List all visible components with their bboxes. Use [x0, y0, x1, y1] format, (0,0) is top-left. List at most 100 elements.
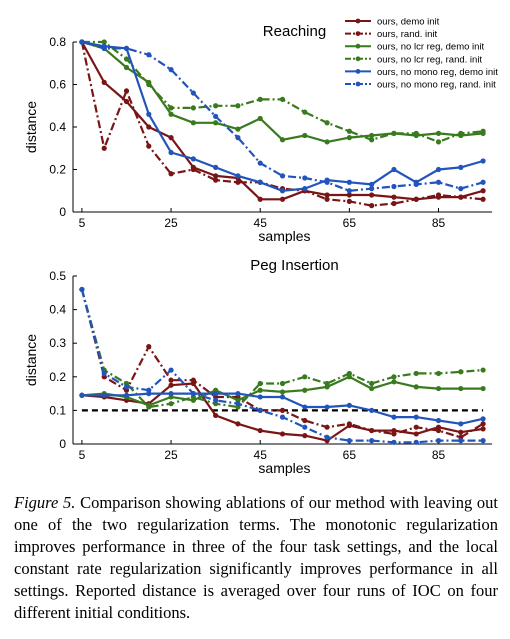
data-point — [346, 421, 352, 427]
data-point — [302, 417, 308, 424]
data-point — [435, 192, 442, 198]
data-point — [257, 196, 263, 202]
data-point — [435, 166, 442, 173]
data-point — [480, 196, 486, 202]
series-2 — [79, 286, 486, 440]
data-point — [279, 380, 286, 387]
data-point — [391, 439, 397, 445]
data-point — [213, 103, 219, 109]
data-point — [257, 179, 263, 185]
x-tick-label: 5 — [79, 216, 86, 230]
caption-label: Figure 5. — [14, 493, 76, 512]
data-point — [146, 81, 152, 88]
series-3 — [79, 374, 486, 408]
data-point — [101, 392, 107, 398]
data-point — [413, 431, 419, 437]
data-point — [257, 427, 263, 434]
data-point — [458, 438, 464, 444]
data-point — [391, 200, 397, 207]
data-point — [324, 120, 330, 126]
data-point — [391, 183, 397, 190]
data-point — [480, 421, 486, 427]
data-point — [302, 109, 308, 115]
data-point — [123, 384, 130, 390]
figure: Reaching 0 0.2 0.4 0.6 0.8 5 25 45 65 85 samples dis… — [23, 17, 498, 477]
data-point — [458, 194, 464, 200]
data-point — [458, 429, 464, 435]
data-point — [346, 128, 352, 134]
legend-label: ours, no lcr reg, rand. init — [377, 54, 482, 65]
data-point — [213, 164, 219, 170]
data-point — [279, 431, 286, 437]
chart-panel-2: Peg Insertion 0 0.1 0.2 0.3 0.4 0.5 5 25 45 65 85 sa… — [23, 257, 492, 476]
data-point — [146, 52, 152, 58]
data-point — [123, 56, 130, 62]
y-tick-label: 0.2 — [49, 370, 66, 384]
data-point — [480, 188, 486, 194]
y-tick-label: 0.6 — [49, 78, 66, 92]
y-tick-label: 0.5 — [49, 269, 66, 283]
data-point — [369, 192, 375, 198]
data-point — [213, 391, 219, 397]
data-point — [101, 370, 107, 377]
data-point — [480, 385, 486, 392]
data-point — [279, 389, 286, 395]
series-6 — [79, 286, 486, 445]
data-point — [369, 181, 375, 187]
data-point — [369, 132, 375, 139]
data-point — [324, 179, 330, 185]
data-point — [435, 179, 442, 185]
y-tick-label: 0 — [59, 205, 66, 219]
data-point — [302, 374, 308, 380]
y-tick-label: 0.1 — [49, 403, 66, 417]
data-point — [279, 173, 286, 179]
data-point — [435, 417, 442, 424]
y-tick-label: 0.4 — [49, 303, 66, 317]
data-point — [435, 438, 442, 444]
data-point — [369, 427, 375, 434]
legend-label: ours, no mono reg, demo init — [377, 67, 498, 78]
data-point — [480, 128, 486, 134]
data-point — [213, 120, 219, 126]
data-point — [413, 424, 419, 430]
data-point — [190, 105, 196, 111]
legend-marker — [355, 43, 361, 49]
data-point — [302, 387, 308, 393]
data-point — [146, 124, 152, 130]
data-point — [213, 177, 219, 183]
data-point — [413, 130, 419, 136]
y-tick-label: 0.8 — [49, 35, 66, 49]
data-point — [435, 370, 442, 377]
data-point — [235, 135, 241, 141]
data-point — [369, 380, 375, 387]
data-point — [346, 438, 352, 444]
data-point — [458, 421, 464, 427]
data-point — [324, 192, 330, 198]
data-point — [413, 370, 419, 377]
data-point — [213, 412, 219, 419]
data-point — [302, 433, 308, 439]
data-point — [168, 105, 174, 111]
data-point — [435, 427, 442, 434]
data-point — [168, 401, 174, 407]
data-point — [324, 196, 330, 202]
data-point — [190, 166, 196, 173]
data-point — [190, 377, 196, 383]
x-tick-label: 65 — [343, 216, 357, 230]
data-point — [279, 188, 286, 194]
data-point — [123, 392, 130, 398]
legend-marker — [355, 69, 361, 74]
data-point — [369, 407, 375, 413]
data-point — [369, 385, 375, 392]
x-tick-label: 85 — [432, 216, 446, 230]
data-point — [324, 424, 330, 430]
data-point — [146, 111, 152, 117]
data-point — [168, 382, 174, 388]
data-point — [480, 179, 486, 185]
data-point — [257, 394, 263, 400]
data-point — [480, 158, 486, 164]
data-point — [213, 113, 219, 119]
data-point — [413, 196, 419, 202]
x-tick-label: 5 — [79, 448, 86, 462]
data-point — [324, 139, 330, 145]
